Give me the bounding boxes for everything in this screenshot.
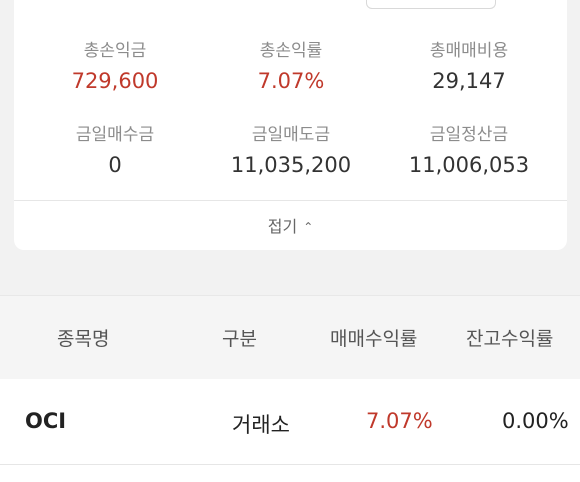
summary-today-sell: 금일매도금 11,035,200 [201,120,381,177]
stock-name: OCI [25,409,67,433]
summary-value: 7.07% [257,69,325,93]
summary-label: 금일정산금 [429,125,509,145]
summary-today-buy: 금일매수금 0 [25,120,205,177]
card-divider [14,200,567,201]
summary-total-return: 총손익률 7.07% [201,36,381,93]
summary-label: 금일매수금 [75,125,155,145]
summary-value: 729,600 [71,69,159,93]
chevron-up-icon: ⌃ [303,220,314,234]
stock-market: 거래소 [232,413,290,437]
summary-total-fee: 총매매비용 29,147 [379,36,559,93]
table-header: 종목명 구분 매매수익률 잔고수익률 [0,295,580,379]
summary-total-profit: 총손익금 729,600 [25,36,205,93]
summary-value: 11,035,200 [230,153,352,177]
summary-label: 총매매비용 [429,41,509,61]
stock-balance-return: 0.00% [502,409,569,433]
fold-label: 접기 [267,217,298,236]
list-bottom [0,465,580,482]
summary-label: 총손익금 [83,41,147,61]
summary-value: 0 [108,153,122,177]
summary-today-settle: 금일정산금 11,006,053 [379,120,559,177]
summary-value: 29,147 [432,69,506,93]
summary-label: 금일매도금 [251,125,331,145]
table-row[interactable]: OCI 거래소 7.07% 0.00% [0,379,580,465]
summary-value: 11,006,053 [408,153,530,177]
stock-trade-return: 7.07% [366,409,433,433]
column-header-balance-return[interactable]: 잔고수익률 [466,328,554,350]
column-header-name[interactable]: 종목명 [57,328,110,350]
card-tab-handle [366,0,496,9]
column-header-trade-return[interactable]: 매매수익률 [330,328,418,350]
summary-card: 총손익금 729,600 총손익률 7.07% 총매매비용 29,147 금일매… [14,0,567,250]
summary-label: 총손익률 [259,41,323,61]
column-header-market[interactable]: 구분 [222,328,257,350]
fold-button[interactable]: 접기 ⌃ [14,213,567,237]
